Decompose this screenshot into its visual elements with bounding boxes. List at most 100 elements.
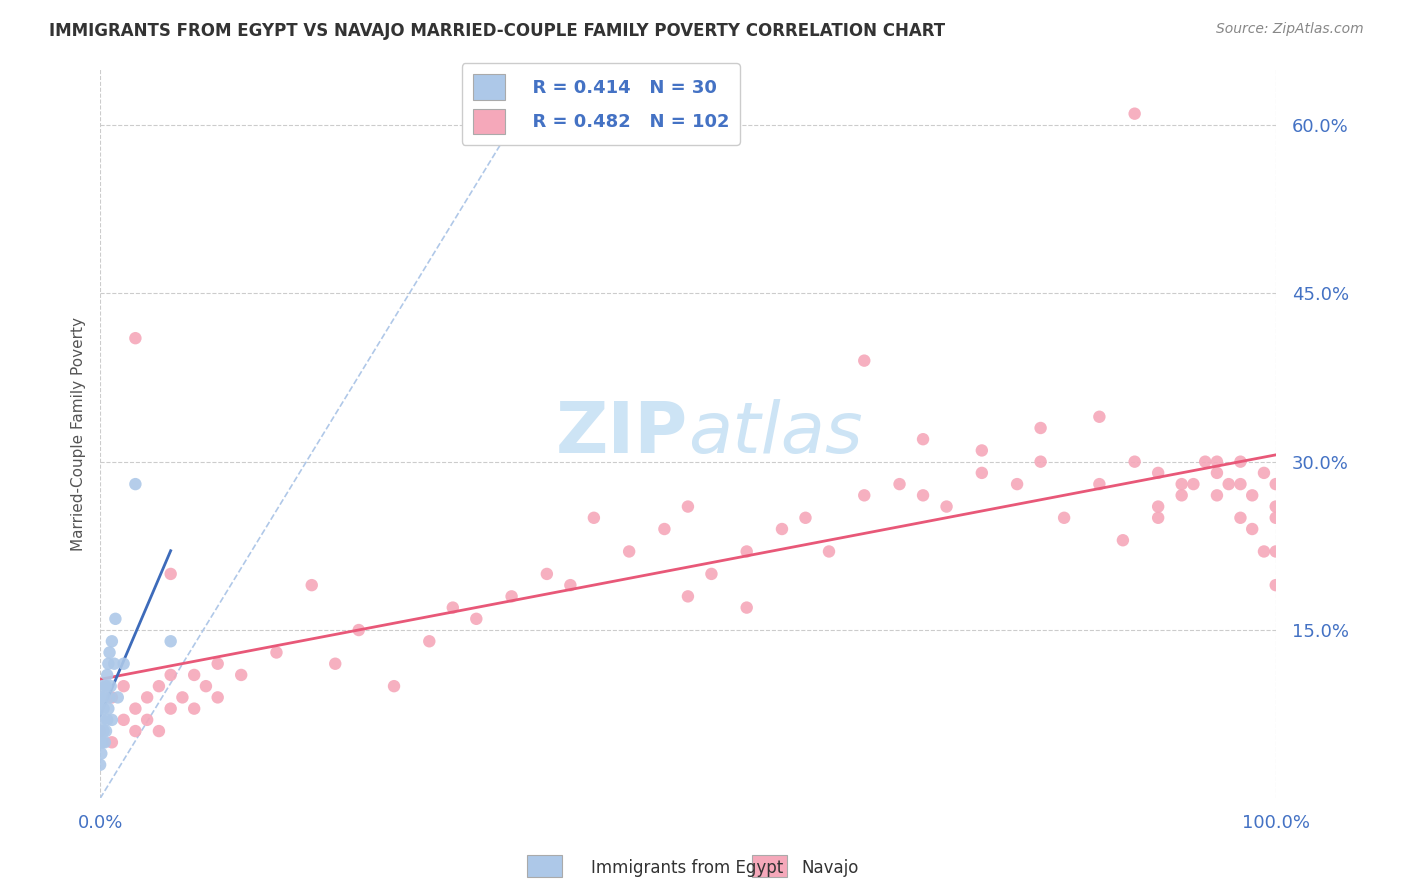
Point: [93, 701, 115, 715]
Point: [1206, 455, 1229, 469]
Point: [112, 657, 135, 671]
Point: [183, 668, 205, 682]
Point: [1229, 455, 1251, 469]
Point: [136, 690, 159, 705]
Point: [853, 488, 876, 502]
Point: [1170, 488, 1192, 502]
Point: [101, 634, 124, 648]
Point: [582, 510, 605, 524]
Text: atlas: atlas: [688, 399, 862, 468]
Point: [91, 713, 114, 727]
Point: [935, 500, 957, 514]
Point: [1053, 510, 1076, 524]
Point: [172, 690, 194, 705]
Point: [818, 544, 841, 558]
Text: ZIP: ZIP: [555, 399, 688, 468]
Point: [89, 735, 111, 749]
Point: [889, 477, 911, 491]
Point: [97, 657, 120, 671]
Point: [148, 724, 170, 739]
Point: [770, 522, 793, 536]
Point: [1264, 477, 1286, 491]
Point: [136, 713, 159, 727]
Point: [617, 544, 640, 558]
Point: [1112, 533, 1135, 548]
Point: [1253, 544, 1275, 558]
Point: [94, 735, 117, 749]
Point: [1206, 466, 1229, 480]
Point: [103, 657, 125, 671]
Point: [912, 488, 935, 502]
Point: [1253, 466, 1275, 480]
Point: [107, 690, 129, 705]
Point: [194, 679, 217, 693]
Point: [1147, 466, 1170, 480]
Point: [1123, 455, 1146, 469]
Point: [1264, 578, 1286, 592]
Point: [794, 510, 817, 524]
Point: [501, 590, 523, 604]
Point: [98, 645, 121, 659]
Point: [94, 679, 117, 693]
Point: [90, 724, 112, 739]
Point: [89, 757, 111, 772]
Point: [1170, 477, 1192, 491]
Legend:   R = 0.414   N = 30,   R = 0.482   N = 102: R = 0.414 N = 30, R = 0.482 N = 102: [461, 63, 740, 145]
Point: [1229, 510, 1251, 524]
Text: Navajo: Navajo: [801, 859, 859, 877]
Point: [1147, 500, 1170, 514]
Point: [1264, 510, 1286, 524]
Point: [1229, 477, 1251, 491]
Point: [159, 701, 181, 715]
Point: [735, 600, 758, 615]
Y-axis label: Married-Couple Family Poverty: Married-Couple Family Poverty: [72, 317, 86, 550]
Point: [382, 679, 405, 693]
Point: [207, 657, 229, 671]
Point: [90, 690, 112, 705]
Text: Source: ZipAtlas.com: Source: ZipAtlas.com: [1216, 22, 1364, 37]
Point: [89, 701, 111, 715]
Point: [301, 578, 323, 592]
Point: [94, 724, 117, 739]
Point: [96, 713, 118, 727]
Point: [124, 477, 146, 491]
Point: [97, 701, 120, 715]
Point: [912, 432, 935, 446]
Point: [323, 657, 346, 671]
Point: [560, 578, 582, 592]
Point: [104, 612, 127, 626]
Point: [89, 724, 111, 739]
Point: [159, 668, 181, 682]
Point: [1123, 106, 1146, 120]
Point: [183, 701, 205, 715]
Point: [347, 623, 370, 637]
Point: [1206, 488, 1229, 502]
Point: [1088, 477, 1111, 491]
Point: [101, 713, 124, 727]
Point: [1241, 488, 1264, 502]
Point: [441, 600, 464, 615]
Point: [124, 331, 146, 345]
Point: [676, 590, 699, 604]
Point: [100, 679, 122, 693]
Point: [465, 612, 488, 626]
Point: [676, 500, 699, 514]
Point: [536, 566, 558, 581]
Point: [90, 747, 112, 761]
Point: [970, 466, 993, 480]
Point: [1005, 477, 1028, 491]
Point: [159, 634, 181, 648]
Point: [853, 353, 876, 368]
Point: [93, 724, 115, 739]
Point: [91, 735, 114, 749]
Point: [1182, 477, 1205, 491]
Point: [96, 668, 118, 682]
Point: [1029, 455, 1052, 469]
Point: [207, 690, 229, 705]
Point: [1194, 455, 1216, 469]
Point: [112, 679, 135, 693]
Point: [159, 566, 181, 581]
Point: [1264, 500, 1286, 514]
Point: [112, 713, 135, 727]
Point: [418, 634, 440, 648]
